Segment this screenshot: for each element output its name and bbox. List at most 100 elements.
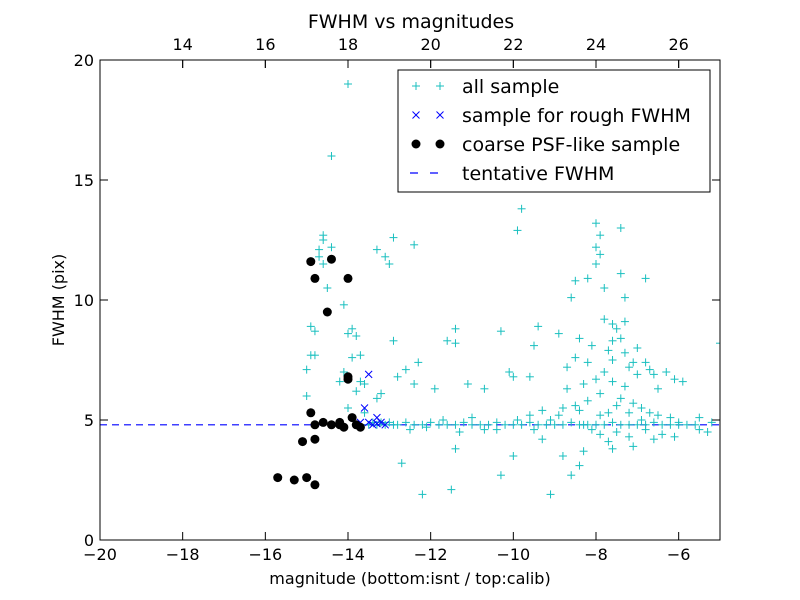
psf-sample-point [318,417,328,427]
all-sample-point [616,394,625,403]
y-tick-label: 0 [84,531,94,550]
all-sample-point [534,322,543,331]
all-sample-point [546,416,555,424]
all-sample-point [463,380,472,388]
all-sample-point [517,420,526,429]
all-sample-point [381,252,390,261]
psf-sample-point [289,475,299,485]
all-sample-point [319,236,328,244]
all-sample-point [327,243,336,252]
all-sample-point [608,336,617,345]
legend-marker [411,139,421,149]
all-sample-point [492,418,501,427]
all-sample-point [480,384,489,393]
x-tick-label: −8 [584,545,608,564]
all-sample-point [468,413,476,422]
legend-marker [412,111,420,119]
all-sample-point [410,240,419,249]
legend-label: sample for rough FWHM [462,105,691,127]
all-sample-point [633,344,642,352]
all-sample-point [327,152,336,160]
x-tick-label: −6 [667,545,691,564]
all-sample-point [538,406,547,415]
all-sample-point [525,418,534,427]
all-sample-point [596,430,605,439]
x-top-tick-label: 22 [503,35,523,54]
all-sample-point [600,284,609,292]
all-sample-point [385,260,394,268]
all-sample-point [558,404,567,412]
all-sample-point [352,332,361,340]
all-sample-point [612,324,621,333]
legend: all sample sample for rough FWHM coarse PS… [397,69,711,193]
psf-sample-point [310,480,320,490]
all-sample-point [434,420,443,429]
x-top-tick-label: 16 [255,35,275,54]
psf-sample-point [310,434,320,444]
all-sample-point [608,377,617,386]
all-sample-point [608,356,617,364]
all-sample-point [592,420,600,429]
psf-sample-point [343,374,353,384]
all-sample-point [530,425,538,434]
all-sample-point [315,252,324,261]
all-sample-point [662,368,671,376]
all-sample-point [418,490,427,499]
all-sample-point [344,329,352,338]
psf-sample-point [306,257,316,267]
all-sample-point [703,428,712,436]
all-sample-point [641,274,650,283]
all-sample-point [583,274,592,283]
all-sample-point [587,425,596,434]
all-sample-point [654,411,662,420]
all-sample-point [633,420,642,429]
all-sample-point [579,447,588,456]
all-sample-point [315,245,324,254]
all-sample-point [451,444,460,453]
all-sample-point [401,418,410,427]
series-rough-fwhm-sample [356,370,390,429]
all-sample-point [558,452,567,460]
all-sample-point [348,353,357,362]
psf-sample-point [310,273,320,283]
all-sample-point [542,420,551,429]
all-sample-point [600,368,609,376]
all-sample-point [393,372,402,381]
all-sample-point [592,260,600,268]
x-top-tick-label: 24 [586,35,606,54]
all-sample-point [637,404,646,412]
all-sample-point [654,384,662,393]
all-sample-point [600,315,609,324]
all-sample-point [348,324,357,333]
all-sample-point [583,396,592,405]
y-tick-label: 10 [74,291,94,310]
all-sample-point [608,320,617,328]
legend-marker [436,82,444,90]
all-sample-point [612,428,621,436]
all-sample-point [554,329,563,338]
x-tick-label: −12 [414,545,448,564]
all-sample-point [310,327,319,336]
y-axis-label: FWHM (pix) [49,254,68,347]
all-sample-point [666,413,675,422]
all-sample-point [575,461,584,470]
all-sample-point [616,334,625,343]
all-sample-point [393,420,402,429]
legend-marker [412,82,420,90]
legend-label: all sample [462,76,559,98]
all-sample-point [401,365,410,374]
all-sample-point [695,425,704,434]
all-sample-point [443,420,452,429]
all-sample-point [691,420,700,429]
all-sample-point [625,408,634,417]
x-tick-label: −20 [83,545,117,564]
all-sample-point [339,300,348,309]
all-sample-point [385,418,394,427]
all-sample-point [422,423,431,432]
x-tick-label: −10 [496,545,530,564]
all-sample-point [352,387,361,396]
all-sample-point [410,380,419,388]
psf-sample-point [355,422,365,432]
all-sample-point [513,226,522,235]
all-sample-point [372,245,381,254]
